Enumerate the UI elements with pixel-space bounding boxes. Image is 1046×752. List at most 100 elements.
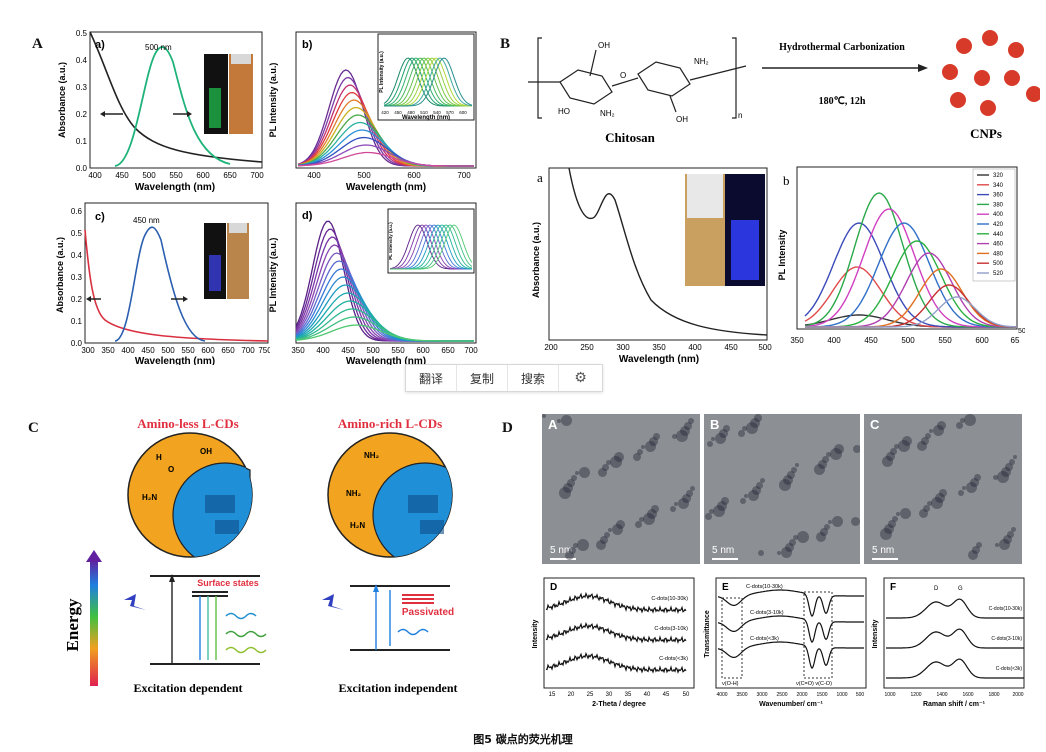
tem-image-b: B 5 nm — [704, 414, 860, 564]
nanoparticle — [752, 486, 761, 495]
nanoparticle — [563, 483, 573, 493]
nanoparticle — [608, 528, 612, 532]
copy-button[interactable]: 复制 — [457, 365, 509, 391]
nanoparticle — [569, 547, 576, 554]
nanoparticle — [719, 429, 728, 438]
xtick: 30 — [606, 692, 613, 698]
ytick: 0.1 — [71, 317, 83, 326]
group-h2n: H₂N — [142, 493, 157, 502]
series-label: C-dots(<3k) — [750, 636, 779, 642]
inset-curve — [384, 57, 473, 107]
search-button[interactable]: 搜索 — [508, 365, 560, 391]
nanoparticle — [674, 502, 678, 506]
ytick: 0.3 — [76, 83, 88, 92]
ftir-trace — [717, 641, 864, 670]
inset-xtick: 570 — [446, 110, 454, 115]
nanoparticle — [832, 516, 843, 527]
left-title: Amino-less L-CDs — [137, 416, 238, 431]
nanoparticle — [931, 497, 943, 509]
repeat-n: n — [738, 111, 742, 120]
subplot-label: a — [537, 170, 543, 185]
group-oh: OH — [676, 115, 688, 124]
nanoparticle — [672, 434, 677, 439]
series-label: C-dots(3-10k) — [750, 610, 784, 616]
raman-trace — [886, 628, 1024, 649]
peak-g-label: G — [958, 586, 963, 592]
y-axis-label: PL Intensity (a.u.) — [268, 238, 278, 313]
tem-label: A — [548, 417, 558, 432]
nanoparticle — [853, 445, 860, 453]
panel-b-label: B — [500, 36, 511, 52]
pl-curves — [297, 69, 474, 167]
nanoparticle — [567, 479, 575, 487]
x-axis-label: Wavelength (nm) — [346, 356, 426, 365]
chitosan-scheme: n OH HO NH₂ NH₂ OH O Chitosan Hydrotherm… — [528, 30, 1040, 145]
nanoparticle — [756, 482, 763, 489]
nanoparticle — [791, 467, 797, 473]
x-axis-label: Wavelength (nm) — [619, 354, 699, 365]
nanoparticle — [1001, 467, 1011, 477]
translate-button[interactable]: 翻译 — [406, 365, 458, 391]
xtick: 1500 — [816, 692, 827, 698]
left-caption: Excitation dependent — [133, 681, 242, 695]
nanoparticle — [738, 430, 745, 437]
xtick: 65 — [1011, 336, 1020, 345]
legend-entry: 440 — [993, 232, 1004, 238]
y-axis-label: Intensity — [532, 620, 539, 649]
y-axis-label: Absorbance (a.u.) — [55, 237, 65, 313]
nanoparticle — [653, 433, 660, 440]
inset-xtick: 600 — [459, 110, 467, 115]
gear-icon[interactable]: ⚙ — [574, 370, 587, 386]
ytick: 0.3 — [71, 273, 83, 282]
group-h2n: H₂N — [350, 521, 365, 530]
chart-d-pl: PL Intensity (a.u.) d) 350 400 450 500 5… — [268, 202, 478, 365]
nanoparticle — [818, 460, 827, 469]
nanoparticle — [740, 498, 746, 504]
legend-entry: 480 — [993, 251, 1004, 257]
nanoparticle — [974, 474, 981, 481]
xtick: 400 — [827, 336, 841, 345]
xtick: 450 — [864, 336, 878, 345]
nanoparticle — [1009, 459, 1015, 465]
ytick: 0.5 — [71, 229, 83, 238]
nanoparticle — [927, 501, 932, 506]
nanoparticle — [970, 478, 979, 487]
nanoparticle — [995, 543, 999, 547]
nanoparticle — [604, 532, 610, 538]
nanoparticle — [1011, 527, 1016, 532]
nanoparticle — [892, 516, 898, 522]
nanoparticle — [787, 471, 795, 479]
y-axis-label: Absorbance (a.u.) — [531, 222, 541, 298]
xtick: 500 — [357, 171, 371, 180]
pl-curve — [297, 151, 474, 167]
xtick: 600 — [416, 346, 430, 355]
product-label: CNPs — [970, 126, 1002, 141]
mechanism-diagram: Amino-less L-CDs Amino-rich L-CDs OH H₂N… — [63, 416, 458, 695]
panel-c-label: C — [28, 420, 39, 436]
nanoparticle — [596, 540, 606, 550]
ytick: 0.0 — [76, 164, 88, 173]
inset-x-label: Wavelength (nm) — [402, 115, 450, 121]
chart-b-pl: 320 340 360 380 400 420 440 460 480 500 520 b 50 3… — [777, 166, 1025, 345]
ytick: 0.6 — [71, 207, 83, 216]
xtick: 400 — [88, 171, 102, 180]
inset-curve — [390, 224, 472, 270]
energy-gradient-bar — [90, 560, 98, 686]
xtick: 3500 — [736, 692, 747, 698]
nanoparticle — [779, 479, 791, 491]
subplot-label: b — [783, 173, 790, 188]
xtick: 1600 — [962, 692, 973, 698]
legend-entry: 400 — [993, 212, 1004, 218]
xtick: 650 — [221, 346, 235, 355]
right-title: Amino-rich L-CDs — [338, 416, 442, 431]
nanoparticle — [680, 426, 690, 436]
xtick: 550 — [938, 336, 952, 345]
chart-xrd: D C-dots(10-30k) C-dots(3-10k) C-dots(<3… — [532, 577, 695, 708]
nanoparticle — [561, 415, 572, 426]
nanoparticle — [894, 444, 899, 449]
nanoparticle — [919, 509, 928, 518]
plot-frame — [84, 202, 269, 344]
panel-d-label: D — [502, 420, 513, 436]
xtick: 35 — [625, 692, 632, 698]
pl-curve — [295, 324, 474, 342]
